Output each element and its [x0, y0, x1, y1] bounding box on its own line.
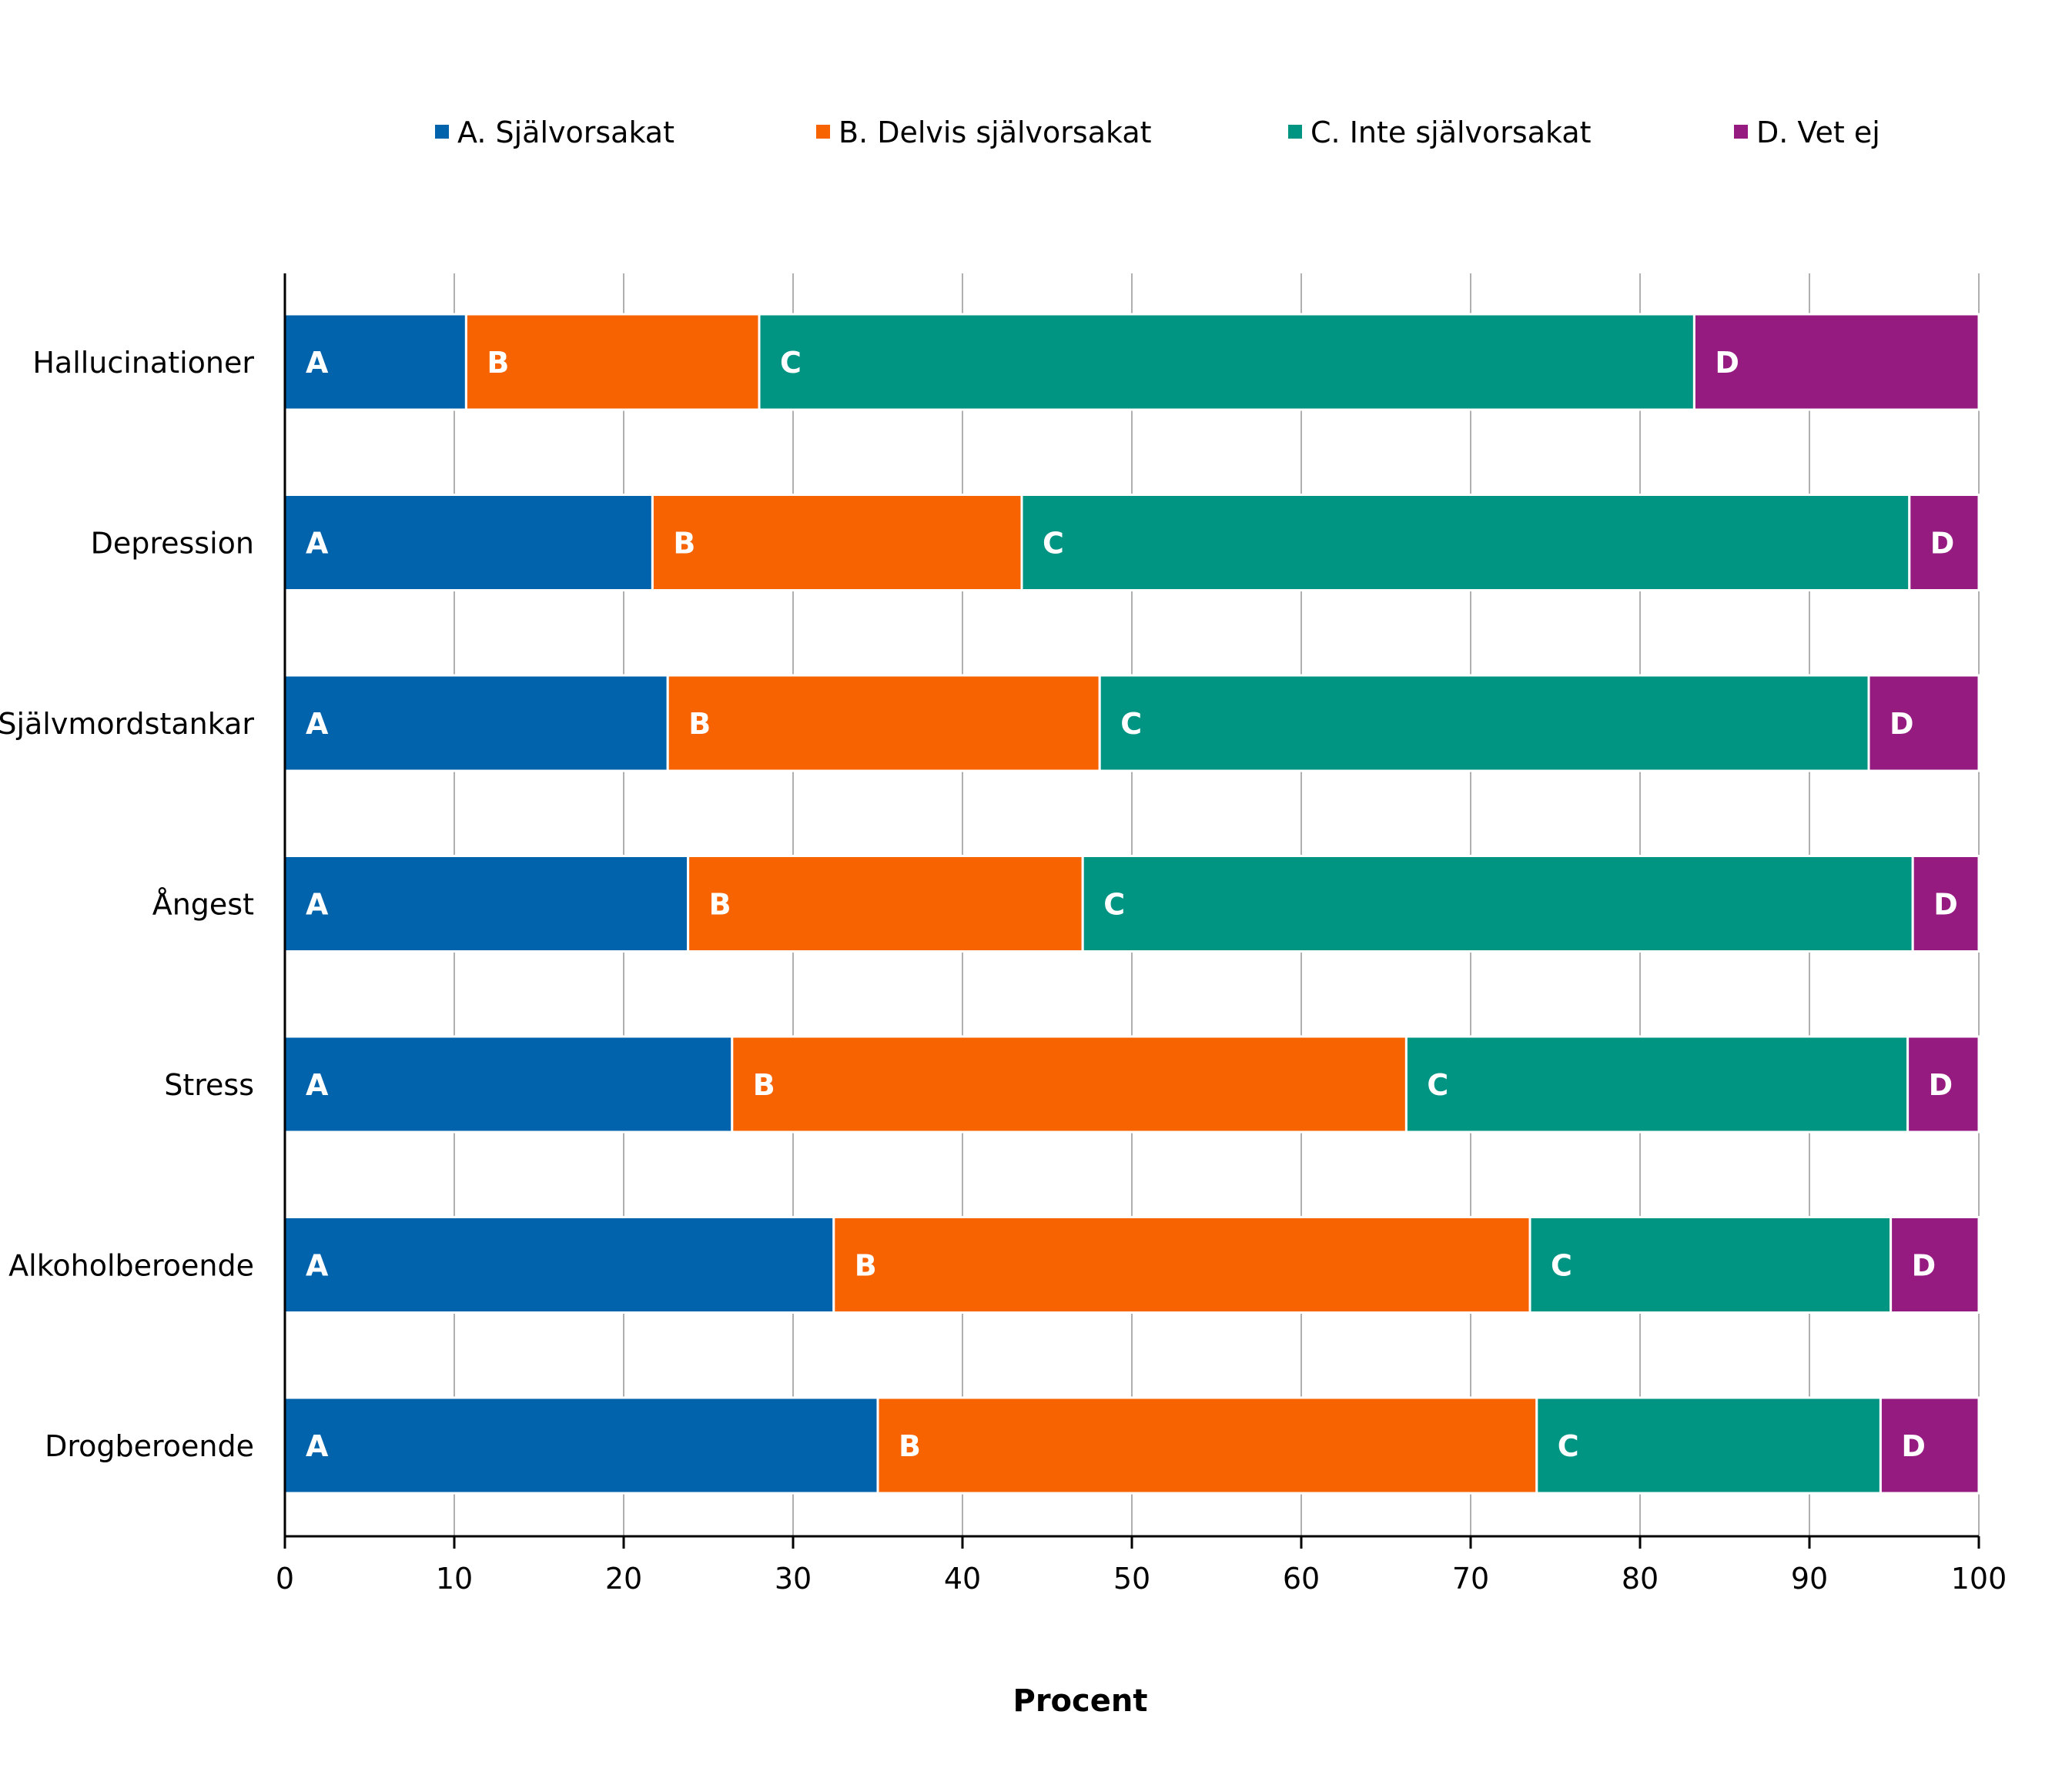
x-axis-title: Procent — [1013, 1683, 1148, 1719]
bar-label-a-1: A — [306, 527, 329, 561]
legend-swatch-c — [1288, 125, 1302, 139]
bar-c-5 — [1528, 1216, 1893, 1314]
bar-b-5 — [832, 1216, 1531, 1314]
bar-label-b-3: B — [709, 888, 731, 922]
bar-b-0 — [464, 313, 761, 411]
category-label-2: Självmordstankar — [0, 707, 254, 741]
bar-a-3 — [283, 855, 690, 953]
bar-label-c-5: C — [1551, 1249, 1572, 1283]
bar-b-6 — [876, 1396, 1538, 1495]
bar-b-3 — [687, 855, 1084, 953]
bar-label-a-6: A — [306, 1429, 329, 1463]
x-tick-label-50: 50 — [1113, 1562, 1150, 1596]
x-tick-label-20: 20 — [605, 1562, 642, 1596]
bar-c-2 — [1098, 674, 1870, 772]
category-label-3: Ångest — [152, 888, 254, 922]
bar-d-4 — [1906, 1035, 1980, 1134]
bar-c-0 — [758, 313, 1695, 411]
x-tick-label-90: 90 — [1791, 1562, 1828, 1596]
bar-a-1 — [283, 494, 654, 591]
bar-label-d-2: D — [1890, 707, 1914, 741]
x-tick-label-60: 60 — [1283, 1562, 1320, 1596]
x-tick-label-100: 100 — [1951, 1562, 2007, 1596]
bar-label-c-2: C — [1120, 707, 1142, 741]
legend-label-a: A. Självorsakat — [457, 116, 674, 149]
bar-a-2 — [283, 674, 669, 772]
bar-c-3 — [1081, 855, 1914, 953]
bar-label-b-4: B — [753, 1068, 775, 1102]
x-tick-label-80: 80 — [1622, 1562, 1659, 1596]
legend-item-a: A. Självorsakat — [435, 116, 674, 149]
bar-label-a-0: A — [306, 346, 329, 380]
legend-swatch-b — [816, 125, 830, 139]
bar-label-b-5: B — [855, 1249, 877, 1283]
bar-label-c-0: C — [780, 346, 802, 380]
bar-a-4 — [283, 1035, 734, 1134]
x-tick-label-10: 10 — [436, 1562, 473, 1596]
bar-label-b-2: B — [688, 707, 711, 741]
category-label-1: Depression — [91, 527, 254, 561]
bars: A B C D A B C D A B C D A B C D A B C D A B C D A B C D — [283, 313, 1980, 1495]
x-tick-label-30: 30 — [775, 1562, 812, 1596]
bar-label-c-3: C — [1103, 888, 1125, 922]
bar-b-2 — [666, 674, 1101, 772]
bar-label-d-3: D — [1933, 888, 1958, 922]
category-label-6: Drogberoende — [45, 1429, 254, 1463]
legend-label-c: C. Inte självorsakat — [1310, 116, 1592, 149]
legend-item-b: B. Delvis självorsakat — [816, 116, 1152, 149]
legend-swatch-d — [1734, 125, 1748, 139]
legend-label-b: B. Delvis självorsakat — [839, 116, 1152, 149]
category-label-5: Alkoholberoende — [8, 1249, 254, 1283]
category-label-0: Hallucinationer — [32, 346, 254, 380]
bar-a-5 — [283, 1216, 835, 1314]
bar-label-b-1: B — [673, 527, 695, 561]
bar-d-3 — [1911, 855, 1980, 953]
bar-c-6 — [1535, 1396, 1882, 1495]
legend-item-d: D. Vet ej — [1734, 116, 1880, 149]
bar-label-d-1: D — [1930, 527, 1955, 561]
legend: A. Självorsakat B. Delvis självorsakat C. … — [435, 116, 1880, 149]
bar-d-6 — [1879, 1396, 1980, 1495]
bar-d-5 — [1890, 1216, 1980, 1314]
category-label-4: Stress — [164, 1068, 254, 1102]
bar-d-0 — [1692, 313, 1980, 411]
bar-label-a-5: A — [306, 1249, 329, 1283]
bar-label-d-6: D — [1901, 1429, 1926, 1463]
bar-b-4 — [731, 1035, 1408, 1134]
bar-label-a-4: A — [306, 1068, 329, 1102]
bar-label-c-1: C — [1043, 527, 1064, 561]
bar-a-6 — [283, 1396, 879, 1495]
x-tick-label-40: 40 — [944, 1562, 981, 1596]
bar-c-4 — [1404, 1035, 1910, 1134]
bar-label-c-6: C — [1558, 1429, 1579, 1463]
bar-d-2 — [1867, 674, 1980, 772]
bar-label-d-4: D — [1929, 1068, 1953, 1102]
bar-label-a-3: A — [306, 888, 329, 922]
x-tick-label-0: 0 — [276, 1562, 294, 1596]
bar-label-b-6: B — [899, 1429, 921, 1463]
x-tick-label-70: 70 — [1452, 1562, 1489, 1596]
bar-label-d-0: D — [1715, 346, 1739, 380]
legend-label-d: D. Vet ej — [1756, 116, 1880, 149]
axes: Hallucinationer Depression Självmordstanka… — [0, 273, 2007, 1596]
bar-label-d-5: D — [1912, 1249, 1936, 1283]
legend-swatch-a — [435, 125, 449, 139]
bar-b-1 — [651, 494, 1023, 591]
bar-label-c-4: C — [1427, 1068, 1448, 1102]
bar-label-a-2: A — [306, 707, 329, 741]
bar-d-1 — [1908, 494, 1980, 591]
legend-item-c: C. Inte självorsakat — [1288, 116, 1592, 149]
bar-label-b-0: B — [487, 346, 509, 380]
bar-c-1 — [1020, 494, 1911, 591]
